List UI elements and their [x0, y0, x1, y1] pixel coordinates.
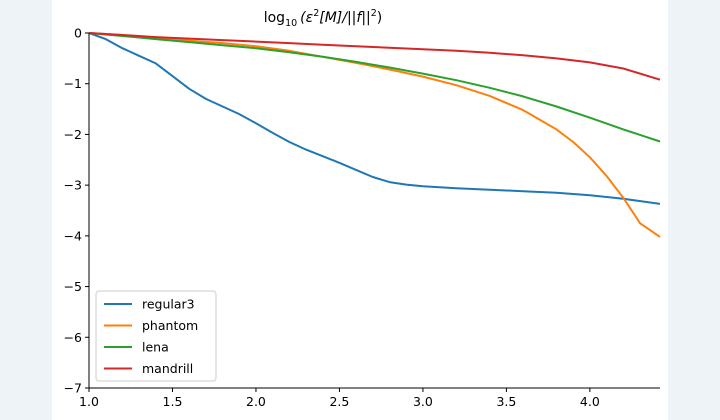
legend-label-regular3: regular3 — [142, 297, 195, 312]
x-tick-label: 1.0 — [79, 394, 99, 409]
legend-box — [95, 290, 217, 382]
y-tick-label: −6 — [64, 330, 82, 345]
x-tick-label: 3.5 — [496, 394, 516, 409]
y-tick-label: −7 — [64, 381, 82, 396]
y-tick-label: 0 — [74, 26, 82, 41]
x-tick-label: 1.5 — [163, 394, 183, 409]
series-line-phantom — [88, 32, 661, 238]
x-tick-label: 2.5 — [329, 394, 349, 409]
legend: regular3 phantom lena mandrill — [95, 290, 217, 382]
x-tick-label: 3.0 — [413, 394, 433, 409]
y-tick-label: −2 — [64, 127, 82, 142]
figure-page: log10 (ε2[M]/||f||2) 0 −1 −2 −3 −4 −5 −6 −7 1.0 1.… — [52, 0, 668, 420]
x-tick-label: 2.0 — [246, 394, 266, 409]
line-chart: log10 (ε2[M]/||f||2) 0 −1 −2 −3 −4 −5 −6 −71.0 1.… — [64, 8, 661, 409]
plot-lines — [88, 32, 661, 238]
legend-label-phantom: phantom — [142, 318, 198, 333]
y-tick-label: −4 — [64, 228, 82, 243]
y-tick-label: −5 — [64, 279, 82, 294]
y-tick-label: −3 — [64, 178, 82, 193]
series-line-mandrill — [88, 32, 661, 81]
legend-label-mandrill: mandrill — [142, 361, 193, 376]
chart-title: log10 (ε2[M]/||f||2) — [264, 8, 383, 29]
series-line-lena — [88, 32, 661, 143]
legend-label-lena: lena — [142, 340, 169, 355]
y-tick-label: −1 — [64, 76, 82, 91]
series-line-regular3 — [88, 32, 661, 205]
x-tick-label: 4.0 — [580, 394, 600, 409]
axes: 0 −1 −2 −3 −4 −5 −6 −71.0 1.5 2.0 2.5 3.0 3.5 4.0 — [64, 26, 660, 409]
